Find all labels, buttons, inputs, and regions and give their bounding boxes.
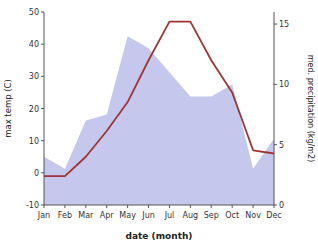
x-tick-label: Feb (58, 211, 72, 220)
y-tick (41, 44, 44, 45)
y-tick-label: 20 (29, 105, 39, 114)
x-tick-label: Jun (141, 211, 155, 220)
x-axis (44, 205, 274, 206)
x-tick (106, 205, 107, 208)
x-tick (211, 205, 212, 208)
x-tick-label: Oct (225, 211, 239, 220)
y2-tick (274, 144, 277, 145)
plot-area (44, 22, 274, 205)
x-tick (253, 205, 254, 208)
x-tick (127, 205, 128, 208)
y-tick (41, 12, 44, 13)
y-tick-label: 30 (29, 72, 39, 81)
y-tick (41, 140, 44, 141)
x-tick (232, 205, 233, 208)
x-tick-label: Dec (266, 211, 281, 220)
x-tick (85, 205, 86, 208)
x-tick-label: Mar (78, 211, 94, 220)
x-tick-label: Jan (37, 211, 50, 220)
y2-axis (274, 12, 275, 205)
temperature-line (44, 22, 274, 176)
y-tick-label: 10 (29, 137, 39, 146)
y-tick-label: 40 (29, 40, 39, 49)
chart: Jan Feb Mar Apr May Jun Jul Aug Sep Oct Nov Dec -10 0… (0, 0, 318, 247)
y-tick (41, 205, 44, 206)
y2-tick-label: 5 (279, 141, 284, 150)
x-tick-label: Apr (100, 211, 115, 220)
x-tick-label: May (119, 211, 136, 220)
y-tick-label: -10 (26, 201, 39, 210)
y-tick (41, 172, 44, 173)
precipitation-area (44, 36, 274, 205)
x-axis-label: date (month) (126, 231, 193, 241)
y2-axis-label: med. precipitation (kg/m2) (306, 55, 315, 162)
y2-tick (274, 84, 277, 85)
x-tick-label: Jul (164, 211, 175, 220)
y-tick-label: 50 (29, 8, 39, 17)
y2-tick (274, 205, 277, 206)
y2-tick (274, 24, 277, 25)
y-tick (41, 76, 44, 77)
y2-tick-label: 0 (279, 201, 284, 210)
x-tick (64, 205, 65, 208)
y-tick (41, 108, 44, 109)
x-tick (148, 205, 149, 208)
y2-tick-label: 15 (279, 20, 289, 29)
x-tick-label: Nov (245, 211, 261, 220)
y2-tick-label: 10 (279, 80, 289, 89)
x-tick (169, 205, 170, 208)
x-tick-label: Sep (204, 211, 219, 220)
y-tick-label: 0 (34, 169, 39, 178)
x-tick-label: Aug (183, 211, 199, 220)
x-tick (190, 205, 191, 208)
y-axis-label: max temp (C) (3, 79, 13, 138)
